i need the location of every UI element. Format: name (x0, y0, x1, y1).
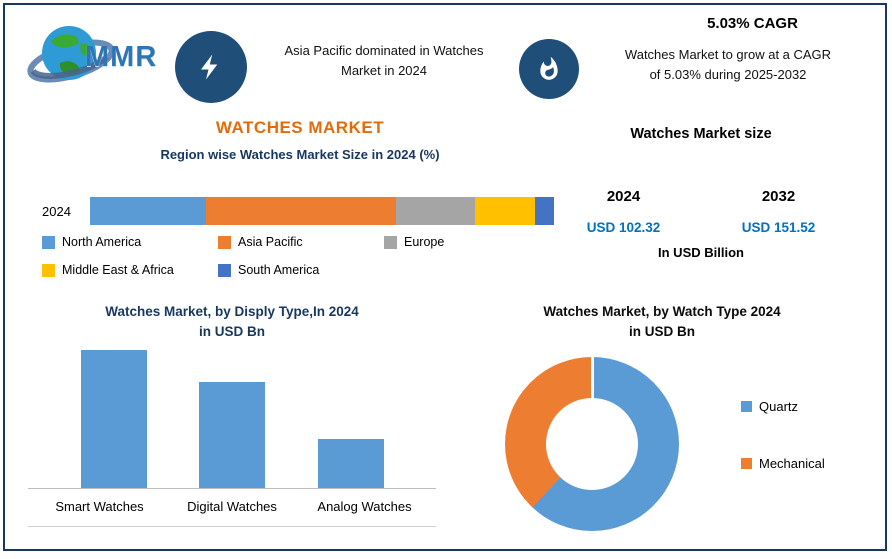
display-bar (199, 382, 265, 489)
market-size-value-2032: USD 151.52 (741, 220, 816, 235)
legend-label: North America (62, 235, 142, 249)
legend-marker-south-america (218, 263, 231, 277)
market-size-year-2032: 2032 (761, 188, 796, 205)
stacked-segment-north-america (90, 197, 206, 225)
donut-hole (546, 398, 638, 491)
display-category-labels: Smart Watches Digital Watches Analog Wat… (28, 489, 436, 528)
market-size-panel: Watches Market size 2024 2032 USD 102.32… (556, 126, 846, 260)
dominance-callout-text: Asia Pacific dominated in Watches Market… (284, 43, 484, 79)
legend-label: Middle East & Africa (62, 263, 174, 277)
watch-type-chart-subtitle: in USD Bn (629, 323, 695, 339)
stacked-segment-europe (396, 197, 476, 225)
category-label-digital-watches: Digital Watches (187, 499, 277, 515)
legend-label: Asia Pacific (238, 235, 303, 249)
region-legend: North America Asia Pacific Europe Middle… (42, 235, 562, 277)
display-chart-subtitle: in USD Bn (199, 323, 265, 339)
cagr-headline: 5.03% CAGR (707, 15, 798, 32)
market-size-value-2024: USD 102.32 (586, 220, 661, 235)
mmr-logo: MMR (27, 13, 197, 105)
dominance-badge (175, 31, 247, 103)
display-chart-title: Watches Market, by Disply Type,In 2024 (105, 304, 359, 319)
lightning-icon (201, 54, 218, 80)
legend-item-north-america: North America (42, 235, 218, 249)
region-chart-title: Region wise Watches Market Size in 2024 … (160, 147, 440, 162)
legend-item-mechanical: Mechanical (741, 456, 825, 471)
growth-callout-text: Watches Market to grow at a CAGR of 5.03… (624, 47, 832, 83)
market-size-title: Watches Market size (630, 126, 772, 142)
legend-marker-asia-pacific (218, 235, 231, 249)
logo-text: MMR (85, 41, 158, 73)
flame-icon (540, 56, 558, 80)
watch-type-chart-body: Quartz Mechanical (455, 347, 869, 547)
watch-type-donut (505, 357, 679, 532)
legend-marker-quartz (741, 401, 752, 413)
watches-market-title: WATCHES MARKET (215, 118, 385, 137)
stacked-bar-year-label: 2024 (42, 204, 71, 219)
growth-badge (519, 39, 579, 99)
legend-item-asia-pacific: Asia Pacific (218, 235, 384, 249)
market-size-unit: In USD Billion (658, 245, 744, 260)
legend-marker-north-america (42, 235, 55, 249)
legend-item-middle-east-africa: Middle East & Africa (42, 263, 218, 277)
category-label-smart-watches: Smart Watches (55, 499, 144, 515)
legend-label: Europe (404, 235, 445, 249)
watch-type-chart: Watches Market, by Watch Type 2024 in US… (455, 302, 869, 547)
display-bar (317, 439, 384, 489)
watches-market-infographic: MMR Asia Pacific dominated in Watches Ma… (3, 3, 887, 551)
legend-marker-middle-east-africa (42, 263, 55, 277)
stacked-segment-south-america (535, 197, 554, 225)
legend-item-quartz: Quartz (741, 399, 825, 414)
legend-label: South America (238, 263, 320, 277)
stacked-segment-asia-pacific (206, 197, 397, 225)
globe-icon (27, 26, 115, 83)
watch-type-legend: Quartz Mechanical (741, 399, 825, 471)
legend-label: Quartz (759, 399, 799, 415)
market-size-year-2024: 2024 (606, 188, 641, 205)
legend-item-south-america: South America (218, 263, 384, 277)
stacked-segment-middle-east-africa (475, 197, 536, 225)
region-stacked-bar (90, 197, 554, 225)
watch-type-chart-title: Watches Market, by Watch Type 2024 (543, 304, 781, 319)
legend-label: Mechanical (759, 456, 825, 472)
legend-item-europe: Europe (384, 235, 562, 249)
display-bars-area (28, 348, 436, 490)
category-label-analog-watches: Analog Watches (317, 499, 412, 515)
display-bar (80, 350, 147, 489)
display-type-chart: Watches Market, by Disply Type,In 2024 i… (28, 302, 436, 528)
legend-marker-mechanical (741, 458, 752, 470)
legend-marker-europe (384, 235, 397, 249)
